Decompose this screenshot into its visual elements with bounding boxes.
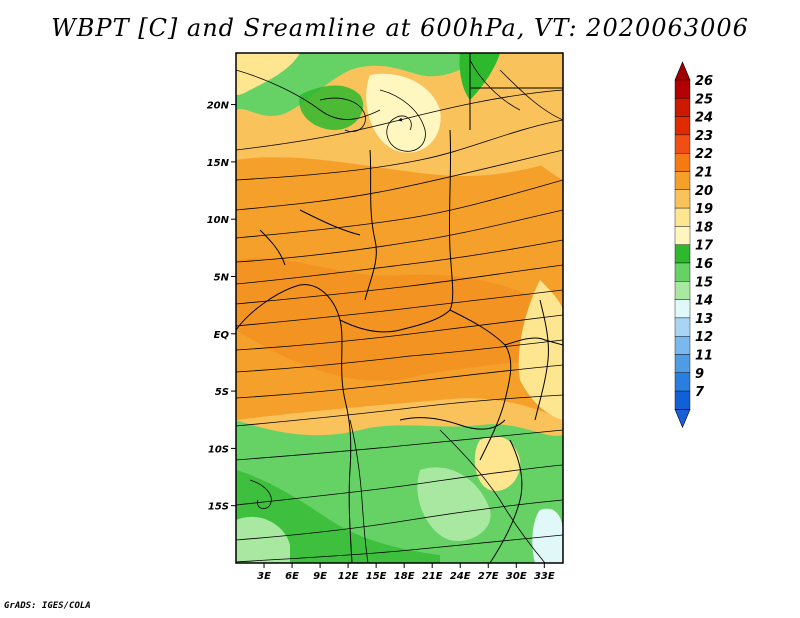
colorbar-label: 25 bbox=[695, 92, 713, 107]
colorbar-swatch bbox=[674, 189, 691, 209]
streamlines bbox=[236, 59, 563, 563]
colorbar-swatch bbox=[674, 354, 691, 373]
lon-label: 30E bbox=[506, 571, 527, 582]
lon-label: 15E bbox=[366, 571, 387, 582]
lon-label: 6E bbox=[285, 571, 299, 582]
colorbar-label: 14 bbox=[695, 294, 713, 309]
colorbar-swatch bbox=[674, 171, 691, 190]
lon-label: 21E bbox=[422, 571, 443, 582]
colorbar: 26 25 24 23 22 21 20 19 18 17 16 15 14 13 12 11 9 7 bbox=[674, 61, 714, 429]
lon-label: 33E bbox=[534, 571, 555, 582]
lon-label: 24E bbox=[450, 571, 471, 582]
colorbar-swatch bbox=[674, 134, 691, 154]
colorbar-swatch bbox=[674, 79, 691, 99]
colorbar-swatch bbox=[674, 390, 691, 410]
map-title: WBPT [C] and Sreamline at 600hPa, VT: 20… bbox=[51, 14, 749, 42]
colorbar-label: 17 bbox=[695, 239, 714, 254]
lat-label: 10N bbox=[207, 215, 230, 226]
colorbar-label: 22 bbox=[695, 147, 713, 162]
colorbar-swatch bbox=[674, 244, 691, 264]
lat-label: 15N bbox=[207, 158, 230, 169]
lat-label: 5S bbox=[215, 387, 229, 398]
colorbar-swatch bbox=[674, 116, 691, 136]
colorbar-label: 12 bbox=[695, 330, 713, 345]
lon-label: 27E bbox=[478, 571, 499, 582]
longitude-axis: 3E 6E 9E 12E 15E 18E 21E 24E 27E 30E 33E bbox=[257, 563, 555, 582]
lon-label: 3E bbox=[257, 571, 271, 582]
colorbar-label: 20 bbox=[695, 184, 713, 199]
lat-label: 10S bbox=[208, 444, 229, 455]
colorbar-label: 23 bbox=[695, 129, 713, 144]
colorbar-label: 7 bbox=[695, 385, 705, 400]
colorbar-swatch bbox=[674, 317, 691, 337]
credit-label: GrADS: IGES/COLA bbox=[4, 601, 91, 611]
colorbar-label: 19 bbox=[695, 202, 713, 217]
colorbar-label: 24 bbox=[695, 111, 713, 126]
colorbar-label: 9 bbox=[695, 367, 704, 382]
colorbar-swatch bbox=[674, 98, 691, 117]
map-frame bbox=[235, 52, 564, 564]
latitude-axis: 20N 15N 10N 5N EQ 5S 10S 15S bbox=[207, 101, 236, 513]
country-borders bbox=[236, 53, 563, 563]
colorbar-swatch bbox=[674, 281, 691, 300]
colorbar-swatch bbox=[674, 262, 691, 282]
colorbar-label: 18 bbox=[695, 220, 713, 235]
lat-label: 5N bbox=[214, 272, 230, 283]
colorbar-label: 11 bbox=[695, 349, 713, 364]
colorbar-top-arrow bbox=[674, 61, 691, 81]
colorbar-label: 26 bbox=[695, 74, 713, 89]
lat-label: EQ bbox=[214, 330, 230, 341]
colorbar-swatch bbox=[674, 299, 691, 319]
colorbar-swatch bbox=[674, 152, 691, 172]
lon-label: 9E bbox=[313, 571, 327, 582]
colorbar-swatch bbox=[674, 336, 691, 355]
colorbar-bottom-arrow bbox=[674, 409, 691, 429]
colorbar-swatch bbox=[674, 372, 691, 392]
lat-label: 20N bbox=[207, 101, 230, 112]
colorbar-label: 21 bbox=[695, 166, 713, 181]
colorbar-label: 15 bbox=[695, 275, 713, 290]
lon-label: 12E bbox=[338, 571, 359, 582]
lat-label: 15S bbox=[208, 502, 229, 513]
colorbar-label: 13 bbox=[695, 312, 713, 327]
colorbar-swatch bbox=[674, 207, 691, 227]
colorbar-label: 16 bbox=[695, 257, 713, 272]
lon-label: 18E bbox=[394, 571, 415, 582]
wbpt-shading bbox=[236, 53, 563, 563]
colorbar-swatch bbox=[674, 226, 691, 245]
